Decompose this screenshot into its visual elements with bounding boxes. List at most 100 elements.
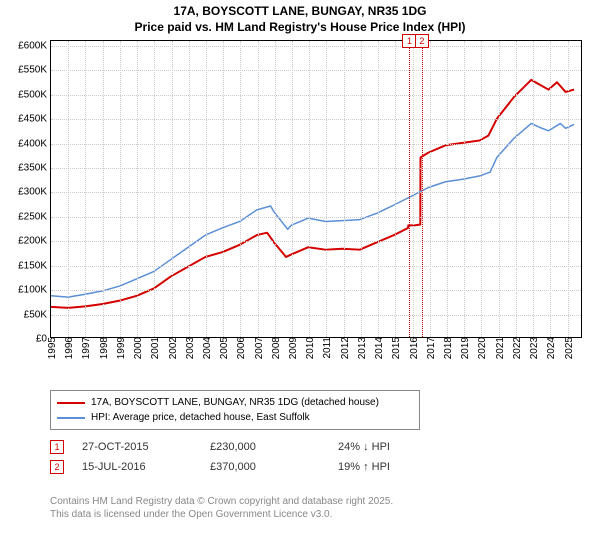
- x-tick-label: 2019: [460, 337, 471, 359]
- plot-svg: [51, 41, 581, 337]
- legend-item: 17A, BOYSCOTT LANE, BUNGAY, NR35 1DG (de…: [57, 395, 413, 410]
- x-tick-label: 1996: [64, 337, 75, 359]
- transaction-price: £230,000: [210, 441, 320, 453]
- gridline-vertical: [240, 41, 241, 337]
- transaction-row: 215-JUL-2016£370,00019% ↑ HPI: [50, 460, 448, 474]
- footer-line-1: Contains HM Land Registry data © Crown c…: [50, 495, 393, 508]
- transaction-marker-ref: 2: [50, 460, 64, 474]
- y-tick-label: £350K: [18, 163, 47, 174]
- x-tick-label: 2013: [357, 337, 368, 359]
- gridline-vertical: [292, 41, 293, 337]
- transaction-delta: 24% ↓ HPI: [338, 441, 448, 453]
- gridline-vertical: [137, 41, 138, 337]
- legend-item: HPI: Average price, detached house, East…: [57, 410, 413, 425]
- gridline-vertical: [172, 41, 173, 337]
- x-tick-label: 1999: [116, 337, 127, 359]
- gridline-vertical: [533, 41, 534, 337]
- series-line-hpi: [51, 123, 574, 297]
- gridline-vertical: [499, 41, 500, 337]
- transaction-date: 27-OCT-2015: [82, 441, 192, 453]
- chart-container: 17A, BOYSCOTT LANE, BUNGAY, NR35 1DG Pri…: [0, 0, 600, 560]
- transaction-marker-line: [409, 41, 410, 337]
- transaction-marker-line: [422, 41, 423, 337]
- gridline-horizontal: [51, 95, 581, 96]
- gridline-vertical: [395, 41, 396, 337]
- gridline-vertical: [378, 41, 379, 337]
- gridline-vertical: [550, 41, 551, 337]
- x-tick-label: 2011: [322, 337, 333, 359]
- x-tick-label: 1998: [99, 337, 110, 359]
- legend-label: 17A, BOYSCOTT LANE, BUNGAY, NR35 1DG (de…: [91, 395, 379, 410]
- gridline-vertical: [206, 41, 207, 337]
- transaction-marker-ref: 1: [50, 440, 64, 454]
- gridline-horizontal: [51, 290, 581, 291]
- gridline-horizontal: [51, 168, 581, 169]
- x-tick-label: 2004: [202, 337, 213, 359]
- gridline-vertical: [447, 41, 448, 337]
- x-tick-label: 2016: [409, 337, 420, 359]
- x-tick-label: 2018: [443, 337, 454, 359]
- x-tick-label: 2025: [564, 337, 575, 359]
- x-tick-label: 1995: [47, 337, 58, 359]
- y-tick-label: £550K: [18, 65, 47, 76]
- gridline-horizontal: [51, 217, 581, 218]
- title-line-2: Price paid vs. HM Land Registry's House …: [0, 20, 600, 36]
- y-tick-label: £250K: [18, 211, 47, 222]
- gridline-vertical: [481, 41, 482, 337]
- gridline-vertical: [275, 41, 276, 337]
- gridline-vertical: [344, 41, 345, 337]
- gridline-horizontal: [51, 119, 581, 120]
- x-tick-label: 2005: [219, 337, 230, 359]
- gridline-vertical: [85, 41, 86, 337]
- y-tick-label: £300K: [18, 187, 47, 198]
- x-tick-label: 2020: [477, 337, 488, 359]
- transaction-marker-box: 2: [415, 34, 429, 48]
- x-tick-label: 2015: [391, 337, 402, 359]
- x-tick-label: 2012: [340, 337, 351, 359]
- x-tick-label: 2021: [495, 337, 506, 359]
- x-tick-label: 2024: [546, 337, 557, 359]
- gridline-vertical: [68, 41, 69, 337]
- x-tick-label: 2007: [254, 337, 265, 359]
- gridline-vertical: [154, 41, 155, 337]
- y-tick-label: £150K: [18, 260, 47, 271]
- x-tick-label: 2017: [426, 337, 437, 359]
- x-tick-label: 2023: [529, 337, 540, 359]
- y-tick-label: £400K: [18, 138, 47, 149]
- transaction-date: 15-JUL-2016: [82, 461, 192, 473]
- transactions-table: 1 27-OCT-2015 £230,000 24% ↓ HPI 2 15-JUL-201…: [50, 440, 448, 480]
- y-tick-label: £600K: [18, 40, 47, 51]
- gridline-horizontal: [51, 192, 581, 193]
- gridline-vertical: [189, 41, 190, 337]
- gridline-horizontal: [51, 241, 581, 242]
- gridline-horizontal: [51, 46, 581, 47]
- y-tick-label: £0: [36, 334, 47, 345]
- x-tick-label: 2010: [305, 337, 316, 359]
- gridline-vertical: [326, 41, 327, 337]
- gridline-horizontal: [51, 266, 581, 267]
- gridline-horizontal: [51, 144, 581, 145]
- x-tick-label: 1997: [81, 337, 92, 359]
- x-tick-label: 2009: [288, 337, 299, 359]
- gridline-vertical: [361, 41, 362, 337]
- gridline-vertical: [516, 41, 517, 337]
- x-tick-label: 2002: [168, 337, 179, 359]
- gridline-vertical: [258, 41, 259, 337]
- gridline-vertical: [568, 41, 569, 337]
- gridline-horizontal: [51, 70, 581, 71]
- x-tick-label: 2003: [185, 337, 196, 359]
- y-tick-label: £500K: [18, 89, 47, 100]
- plot-area: £0£50K£100K£150K£200K£250K£300K£350K£400…: [50, 40, 582, 338]
- x-tick-label: 2000: [133, 337, 144, 359]
- gridline-vertical: [120, 41, 121, 337]
- gridline-vertical: [430, 41, 431, 337]
- y-tick-label: £200K: [18, 236, 47, 247]
- y-tick-label: £450K: [18, 114, 47, 125]
- transaction-delta: 19% ↑ HPI: [338, 461, 448, 473]
- legend-swatch: [57, 417, 85, 419]
- gridline-horizontal: [51, 315, 581, 316]
- legend: 17A, BOYSCOTT LANE, BUNGAY, NR35 1DG (de…: [50, 390, 420, 430]
- transaction-row: 1 27-OCT-2015 £230,000 24% ↓ HPI: [50, 440, 448, 454]
- legend-swatch: [57, 402, 85, 404]
- x-tick-label: 2006: [236, 337, 247, 359]
